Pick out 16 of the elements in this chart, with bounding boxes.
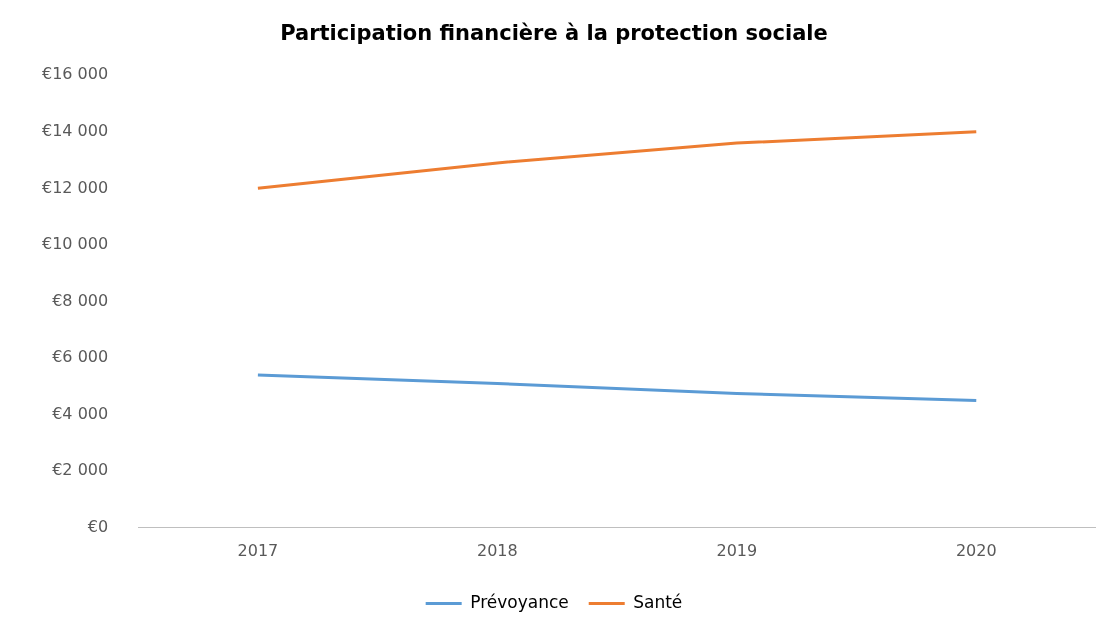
x-tick-label: 2019 xyxy=(716,540,758,560)
chart-title: Participation financière à la protection sociale xyxy=(280,21,828,46)
x-tick-label: 2020 xyxy=(955,540,997,560)
y-tick-label: €16 000 xyxy=(41,64,109,84)
y-tick-label: €6 000 xyxy=(52,347,109,367)
y-tick-label: €14 000 xyxy=(41,120,109,140)
x-tick-label: 2017 xyxy=(237,540,279,560)
y-tick-label: €2 000 xyxy=(52,460,109,480)
y-tick-label: €12 000 xyxy=(41,177,109,197)
legend-label: Prévoyance xyxy=(470,591,569,612)
y-tick-label: €0 xyxy=(87,516,109,536)
y-tick-label: €10 000 xyxy=(41,234,109,254)
y-tick-label: €4 000 xyxy=(52,403,109,423)
y-tick-label: €8 000 xyxy=(52,290,109,310)
legend-label: Santé xyxy=(633,591,683,612)
x-tick-label: 2018 xyxy=(476,540,518,560)
